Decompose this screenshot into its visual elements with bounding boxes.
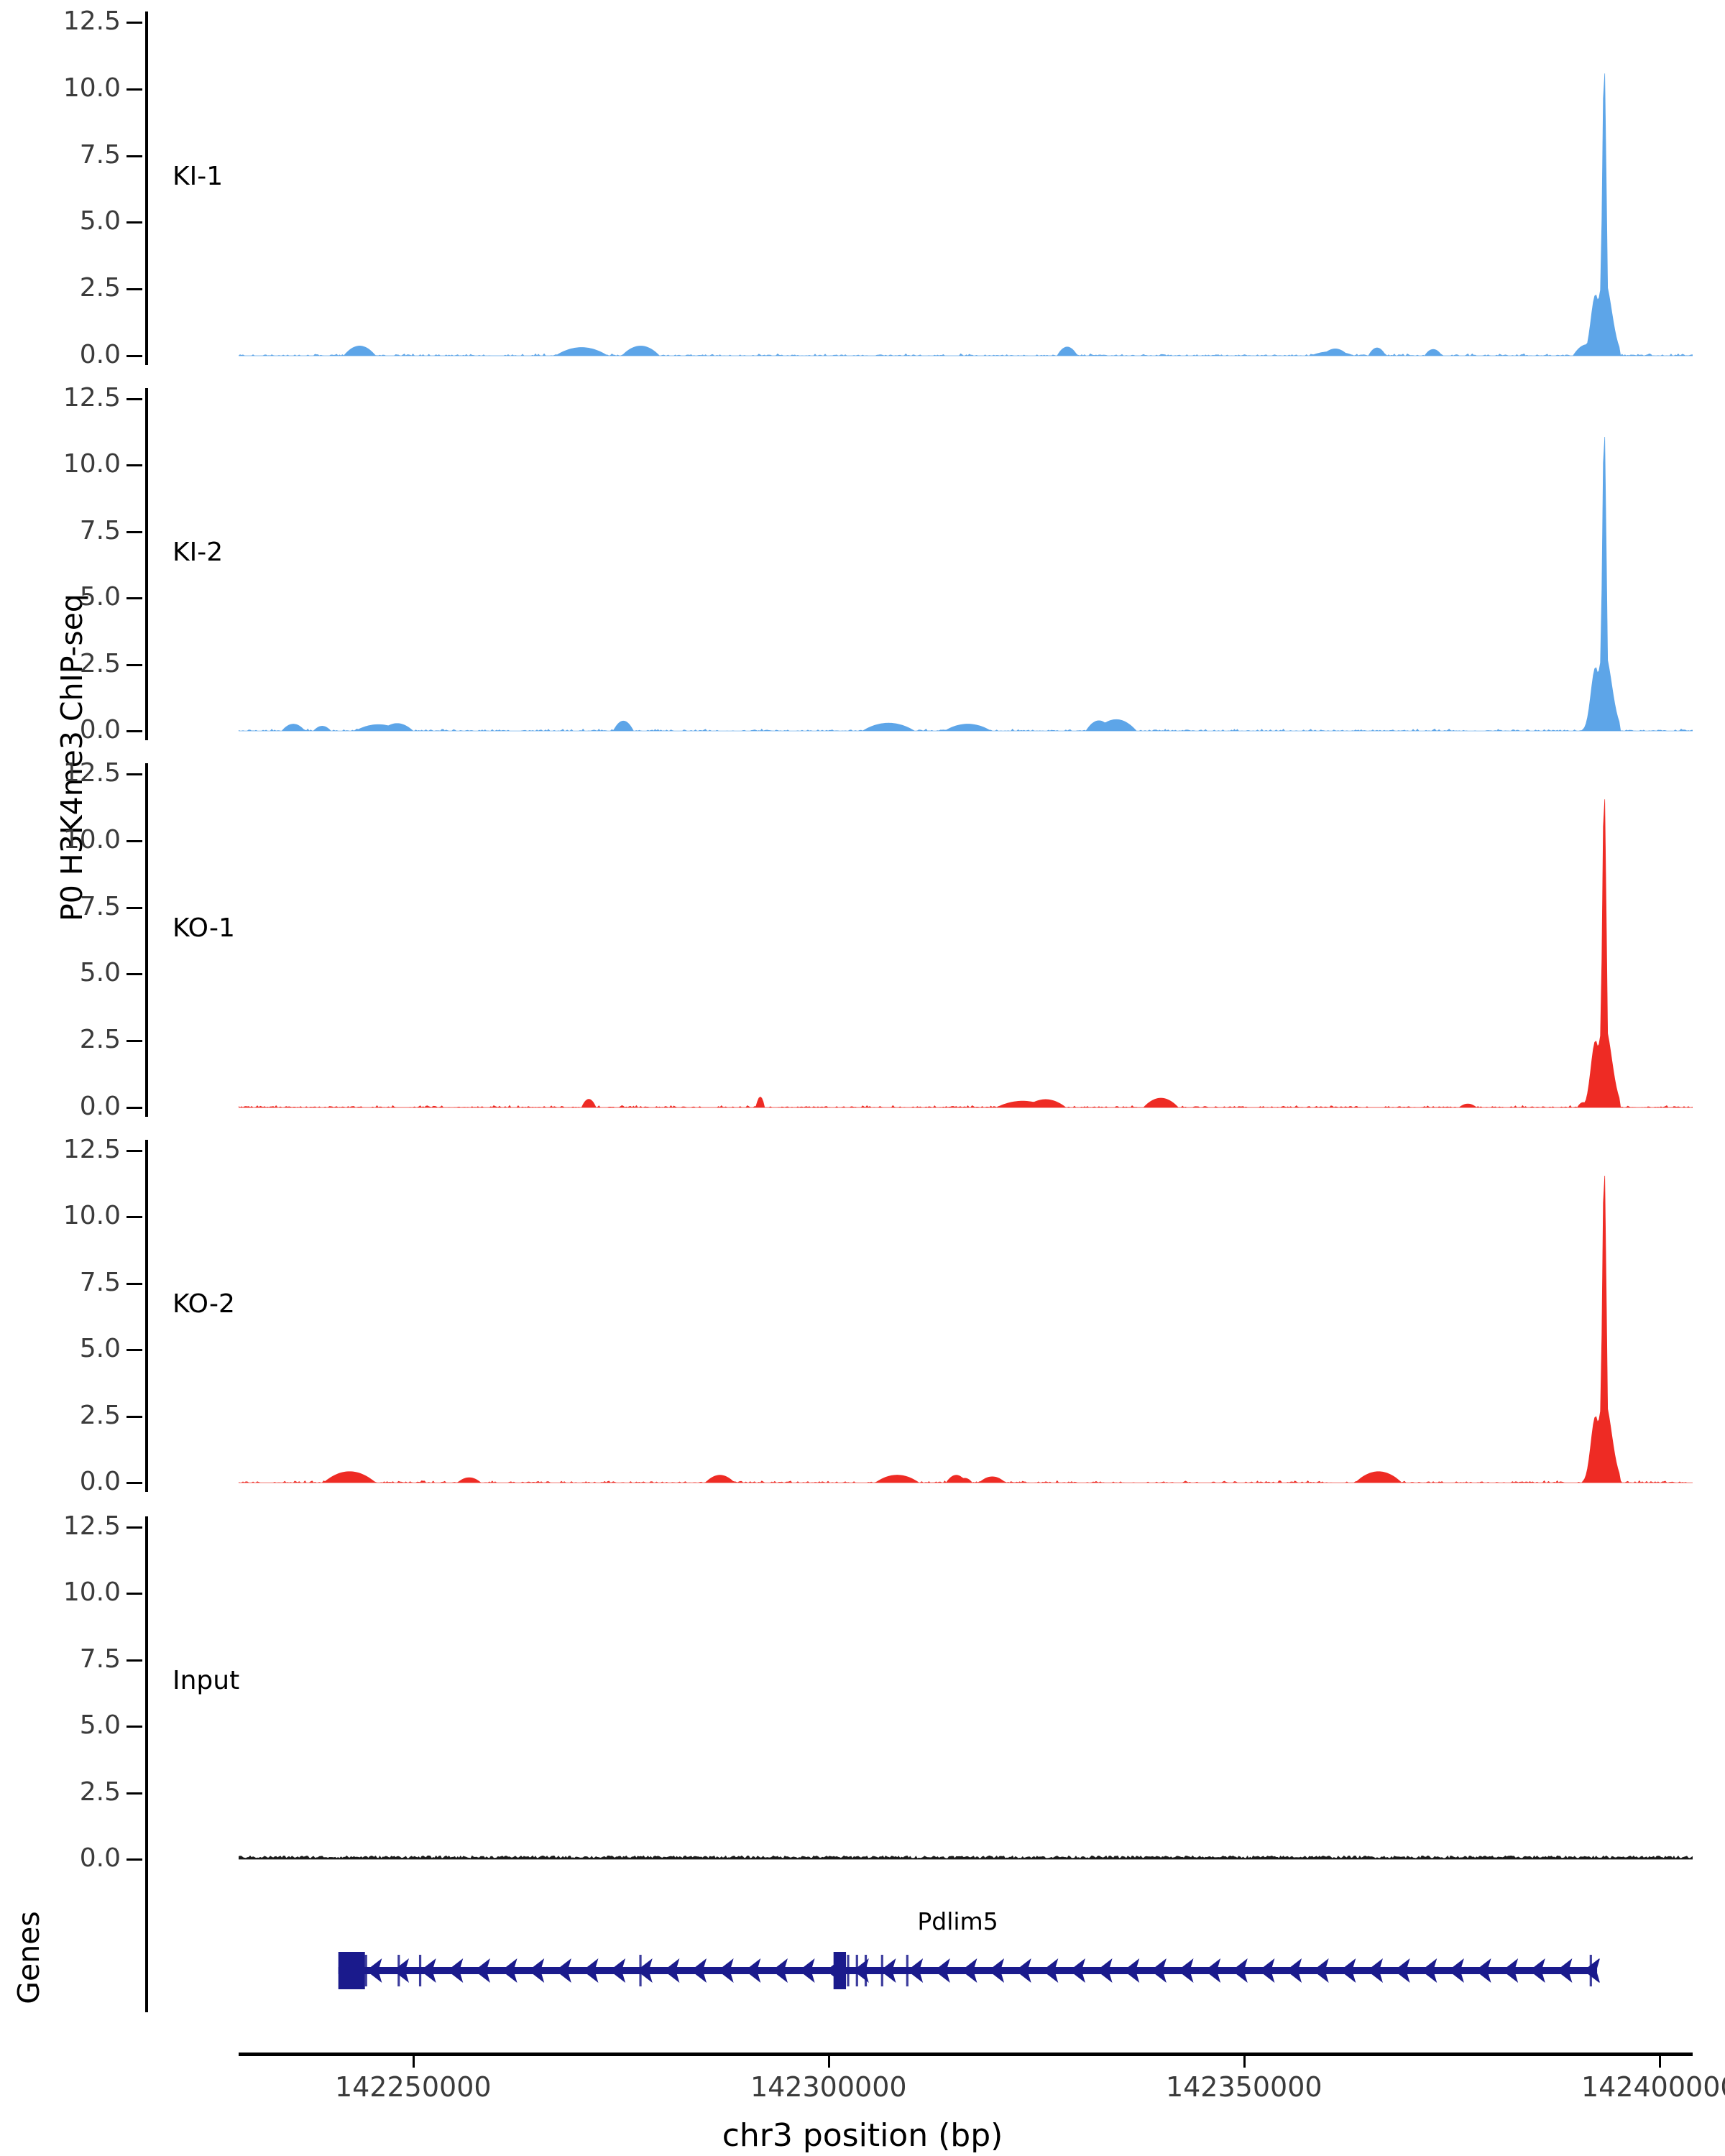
y-tick-label: 12.5 xyxy=(63,382,121,413)
x-tick xyxy=(1658,2056,1661,2068)
y-tick xyxy=(126,397,142,400)
track-y-spine xyxy=(145,11,148,365)
y-tick-label: 7.5 xyxy=(79,1267,121,1297)
y-tick-label: 2.5 xyxy=(79,648,121,678)
x-tick xyxy=(412,2056,415,2068)
y-tick-label: 2.5 xyxy=(79,1777,121,1807)
x-axis-label: chr3 position (bp) xyxy=(722,2117,1003,2154)
y-tick xyxy=(126,906,142,909)
track-label-input: Input xyxy=(172,1666,240,1696)
y-tick-label: 5.0 xyxy=(79,1710,121,1741)
y-tick xyxy=(126,1216,142,1219)
y-tick xyxy=(126,1282,142,1285)
y-tick-label: 0.0 xyxy=(79,1092,121,1121)
track-y-spine xyxy=(145,763,148,1117)
y-tick-label: 2.5 xyxy=(79,273,121,303)
y-tick-label: 0.0 xyxy=(79,1467,121,1497)
y-tick-label: 12.5 xyxy=(63,1511,121,1541)
track-signal-ki-1 xyxy=(239,11,1693,365)
y-tick-label: 0.0 xyxy=(79,1843,121,1874)
y-tick-label: 12.5 xyxy=(63,1134,121,1164)
track-signal-ko-1 xyxy=(239,763,1693,1117)
track-signal-input xyxy=(239,1516,1693,1869)
y-tick-label: 10.0 xyxy=(63,824,121,854)
track-y-spine xyxy=(145,388,148,740)
y-tick-label: 10.0 xyxy=(63,1577,121,1608)
track-y-spine xyxy=(145,1140,148,1492)
track-signal-ko-2 xyxy=(239,1140,1693,1492)
y-tick xyxy=(126,1792,142,1795)
signal-track-ki-1: 0.0 2.5 5.0 7.5 10.0 12.5 KI-1 xyxy=(0,6,1725,369)
y-tick xyxy=(126,1659,142,1662)
y-tick xyxy=(126,973,142,976)
y-tick xyxy=(126,1040,142,1043)
y-tick-label: 0.0 xyxy=(79,340,121,369)
x-tick-label: 142350000 xyxy=(1165,2071,1322,2103)
y-tick xyxy=(126,464,142,467)
y-tick-label: 2.5 xyxy=(79,1400,121,1430)
x-axis: 142250000 142300000 142350000 142400000 chr… xyxy=(0,2053,1725,2156)
y-tick-label: 12.5 xyxy=(63,757,121,788)
y-tick xyxy=(126,1526,142,1529)
x-tick xyxy=(1243,2056,1246,2068)
y-tick-label: 5.0 xyxy=(79,1334,121,1364)
y-tick-label: 12.5 xyxy=(63,6,121,36)
track-label-ko-1: KO-1 xyxy=(172,913,235,944)
gene-model xyxy=(239,1847,1693,2012)
y-tick xyxy=(126,530,142,533)
track-label-ki-1: KI-1 xyxy=(172,162,224,192)
signal-track-ko-2: 0.0 2.5 5.0 7.5 10.0 12.5 KO-2 xyxy=(0,1134,1725,1497)
x-tick-label: 142400000 xyxy=(1581,2071,1725,2103)
y-tick xyxy=(126,1482,142,1485)
y-tick-label: 10.0 xyxy=(63,449,121,479)
y-tick-label: 5.0 xyxy=(79,582,121,612)
signal-track-input: 0.0 2.5 5.0 7.5 10.0 12.5 Input xyxy=(0,1511,1725,1874)
gene-track: Pdlim5 xyxy=(0,1847,1725,2084)
y-tick-label: 7.5 xyxy=(79,515,121,545)
x-tick-label: 142250000 xyxy=(334,2071,492,2103)
y-tick xyxy=(126,155,142,157)
y-tick xyxy=(126,1593,142,1595)
y-tick xyxy=(126,663,142,666)
y-tick-label: 5.0 xyxy=(79,206,121,236)
gene-name-label: Pdlim5 xyxy=(917,1907,998,1935)
y-tick xyxy=(126,288,142,291)
track-label-ki-2: KI-2 xyxy=(172,538,224,568)
y-tick xyxy=(126,839,142,842)
y-tick-label: 7.5 xyxy=(79,1644,121,1674)
track-y-spine xyxy=(145,1516,148,1869)
y-tick-label: 0.0 xyxy=(79,715,121,745)
y-tick xyxy=(126,597,142,600)
y-tick xyxy=(126,88,142,91)
y-tick xyxy=(126,773,142,775)
y-tick xyxy=(126,1415,142,1418)
x-tick xyxy=(827,2056,830,2068)
y-tick xyxy=(126,1349,142,1352)
y-tick xyxy=(126,730,142,733)
y-tick xyxy=(126,1149,142,1152)
y-tick-label: 2.5 xyxy=(79,1025,121,1055)
x-tick-label: 142300000 xyxy=(750,2071,907,2103)
y-tick-label: 10.0 xyxy=(63,73,121,103)
track-label-ko-2: KO-2 xyxy=(172,1289,235,1319)
y-tick-label: 7.5 xyxy=(79,891,121,921)
y-tick xyxy=(126,1858,142,1861)
gene-track-spine xyxy=(145,1847,148,2012)
y-tick-label: 10.0 xyxy=(63,1201,121,1231)
y-tick xyxy=(126,355,142,357)
y-tick xyxy=(126,21,142,24)
y-tick xyxy=(126,1107,142,1109)
x-axis-spine xyxy=(239,2053,1693,2056)
y-tick-label: 5.0 xyxy=(79,958,121,988)
signal-track-ki-2: 0.0 2.5 5.0 7.5 10.0 12.5 KI-2 xyxy=(0,382,1725,745)
y-tick xyxy=(126,1726,142,1728)
y-tick-label: 7.5 xyxy=(79,139,121,170)
track-signal-ki-2 xyxy=(239,388,1693,740)
y-tick xyxy=(126,221,142,224)
signal-track-ko-1: 0.0 2.5 5.0 7.5 10.0 12.5 KO-1 xyxy=(0,757,1725,1121)
